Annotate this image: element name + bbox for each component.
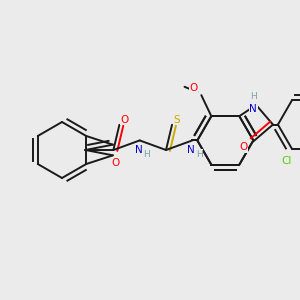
Text: S: S [174,115,180,125]
Text: O: O [239,142,248,152]
Text: O: O [189,83,197,93]
Text: H: H [250,92,256,101]
Text: N: N [249,104,257,114]
Text: Cl: Cl [282,156,292,166]
Text: N: N [135,146,142,155]
Text: N: N [188,146,195,155]
Text: H: H [143,150,150,159]
Text: O: O [112,158,120,168]
Text: O: O [120,115,128,125]
Text: H: H [196,150,203,159]
